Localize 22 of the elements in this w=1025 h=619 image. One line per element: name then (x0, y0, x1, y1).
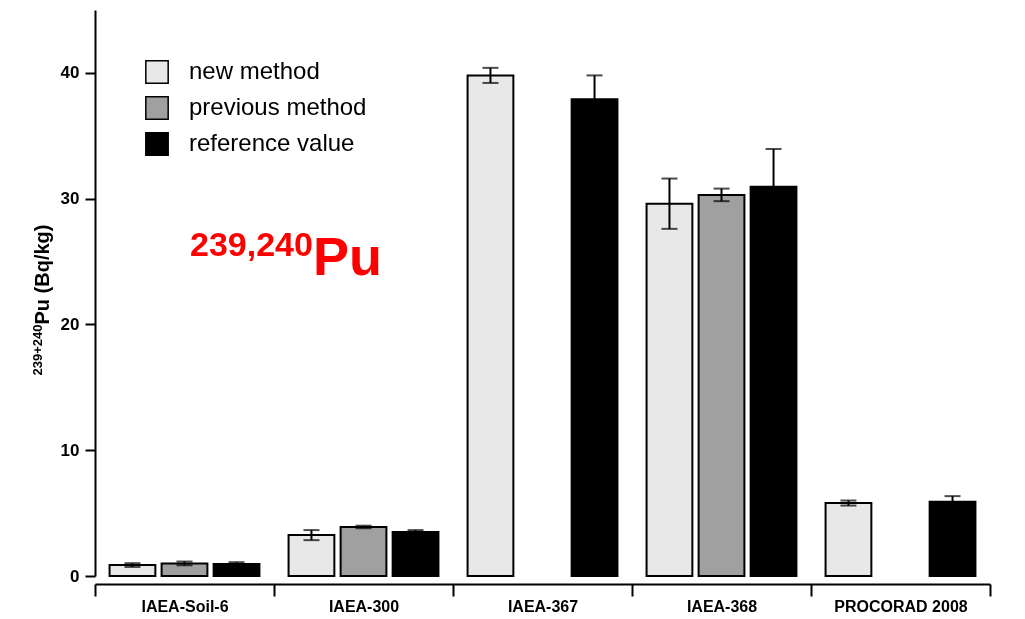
x-tick-label: IAEA-Soil-6 (141, 597, 229, 615)
y-tick-label: 40 (60, 63, 80, 83)
annotation: $^{239,240}$Pu (190, 225, 382, 287)
x-tick-label: PROCORAD 2008 (834, 597, 968, 615)
legend-label: new method (189, 57, 320, 84)
bar (697, 193, 746, 577)
bar (108, 564, 157, 577)
bar (160, 562, 209, 577)
bar (339, 525, 388, 577)
bar (824, 502, 873, 577)
y-tick-label: 20 (60, 314, 80, 334)
legend-label: previous method (189, 93, 367, 120)
x-tick-label: IAEA-367 (507, 597, 579, 615)
x-tick-label: IAEA-300 (328, 597, 400, 615)
y-tick-label: 0 (70, 566, 80, 586)
legend-label: reference value (189, 129, 355, 156)
bar (391, 530, 440, 577)
y-tick-label: 10 (60, 440, 80, 460)
x-tick-label: IAEA-368 (686, 597, 758, 615)
y-tick-label: 30 (60, 189, 80, 209)
bar (287, 534, 336, 577)
bar (212, 563, 261, 577)
